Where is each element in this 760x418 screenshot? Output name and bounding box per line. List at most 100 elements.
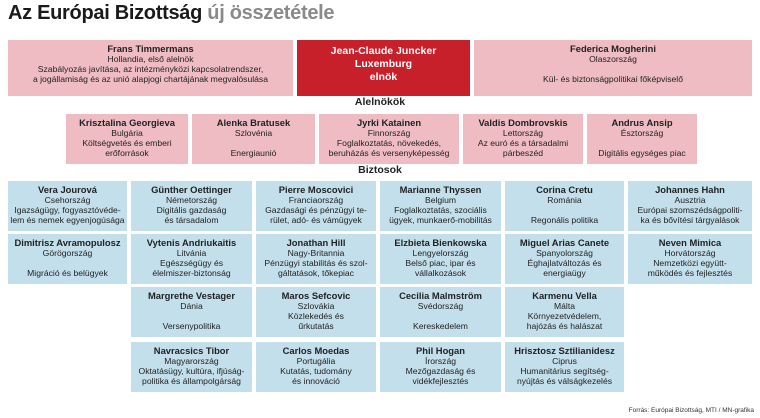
country-label: Szlovákia	[297, 301, 335, 311]
portfolio-line: Közlekedés és	[288, 311, 344, 321]
portfolio-line: Luxemburg	[354, 58, 413, 70]
portfolio-line: Egészségügy és	[159, 258, 224, 268]
portfolio-line: Gazdasági és pénzügyi te-	[265, 205, 367, 215]
country-label: Finnország	[367, 128, 411, 138]
person-name: Jyrki Katainen	[356, 117, 422, 128]
commissioner-box: Günther Oettinger Németország Digitális ga…	[131, 181, 252, 231]
commissioner-box: Navracsics Tibor Magyarország Oktatásügy, …	[131, 342, 252, 392]
country-label: Málta	[553, 301, 575, 311]
portfolio-line: hajózás és halászat	[526, 321, 603, 331]
page-title: Az Európai Bizottság új összetétele	[8, 2, 335, 25]
portfolio-line: Éghajlatváltozás és	[527, 258, 602, 268]
portfolio-line: Belső piac, ipar és	[405, 258, 476, 268]
vp-box: Andrus Ansip Észtország Digitális egységes…	[587, 114, 697, 164]
portfolio-line: Digitális gazdaság	[156, 205, 227, 215]
commissioner-box: Neven Mimica Horvátország Nemzetközi együt…	[628, 234, 752, 284]
person-name: Elzbieta Bienkowska	[394, 237, 487, 248]
person-name: Maros Sefcovic	[281, 290, 351, 301]
box-federica-mogherini: Federica Mogherini Olaszország Kül- és biz…	[474, 40, 752, 96]
person-name: Vytenis Andriukaitis	[146, 237, 237, 248]
portfolio-line: és társadalom	[164, 215, 219, 225]
person-name: Navracsics Tibor	[153, 345, 230, 356]
country-label: Szlovénia	[234, 128, 273, 138]
country-label: Belgium	[424, 195, 457, 205]
portfolio-line: működés és fejlesztés	[647, 268, 733, 278]
country-label: Bulgária	[111, 128, 143, 138]
person-name: Corina Cretu	[536, 184, 593, 195]
country-label: Ciprus	[552, 356, 577, 366]
portfolio-line: energiaügy	[543, 268, 586, 278]
title-sub: új összetétele	[207, 2, 335, 24]
portfolio-line: a jogállamiság és az unió alapjogi chart…	[32, 74, 269, 84]
commissioner-box: Vytenis Andriukaitis Litvánia Egészségügy …	[131, 234, 252, 284]
person-name: Miguel Arias Canete	[519, 237, 610, 248]
commissioner-box: Hrisztosz Sztilianidesz Ciprus Humanitáriu…	[505, 342, 624, 392]
portfolio-line: elnök	[369, 71, 398, 83]
country-label: Franciaország	[288, 195, 344, 205]
commissioner-box: Johannes Hahn Ausztria Európai szomszédság…	[628, 181, 752, 231]
portfolio-line: Pénzügyi stabilitás és szol-	[264, 258, 368, 268]
country-label: Portugália	[296, 356, 336, 366]
commissioner-box: Pierre Moscovici Franciaország Gazdasági é…	[256, 181, 376, 231]
country-label: Svédország	[417, 301, 464, 311]
portfolio-line: Kül- és biztonságpolitikai főképviselő	[543, 74, 683, 84]
commissioner-box: Marianne Thyssen Belgium Foglalkoztatás, s…	[380, 181, 501, 231]
portfolio-line: élelmiszer-biztonság	[152, 268, 231, 278]
portfolio-line: Jean-Claude Juncker	[330, 45, 437, 57]
person-name: Pierre Moscovici	[278, 184, 354, 195]
country-label: Horvátország	[664, 248, 716, 258]
country-label: Olaszország	[589, 54, 637, 64]
person-name: Karmenu Vella	[532, 290, 597, 301]
country-label: Lettország	[502, 128, 544, 138]
person-name: Marianne Thyssen	[399, 184, 482, 195]
person-name: Alenka Bratusek	[216, 117, 291, 128]
portfolio-line: rület, adó- és vámügyek	[270, 215, 362, 225]
commissioner-box: Vera Jourová Csehország Igazságügy, fogyas…	[8, 181, 127, 231]
portfolio-line: Versenypolitika	[162, 321, 221, 331]
commissioner-box: Cecilia Malmström Svédország Kereskedelem	[380, 287, 501, 337]
portfolio-line: és innováció	[292, 376, 340, 386]
portfolio-line: nyújtás és válságkezelés	[516, 376, 613, 386]
portfolio-line: lem és nemek egyenjogúsága	[10, 215, 125, 225]
vp-box: Valdis Dombrovskis Lettország Az euró és a…	[463, 114, 583, 164]
portfolio-line: párbeszéd	[502, 148, 544, 158]
person-name: Federica Mogherini	[570, 43, 656, 54]
commissioner-box: Karmenu Vella Málta Környezetvédelem, hajóz…	[505, 287, 624, 337]
country-label: Hollandia, első alelnök	[107, 54, 194, 64]
person-name: Günther Oettinger	[151, 184, 232, 195]
person-name: Hrisztosz Sztilianidesz	[514, 345, 615, 356]
portfolio-line: Oktatásügy, kultúra, ifjúság-	[138, 366, 245, 376]
portfolio-line: vidékfejlesztés	[412, 376, 469, 386]
commissioner-box: Margrethe Vestager Dánia Versenypolitika	[131, 287, 252, 337]
country-label: Ausztria	[674, 195, 706, 205]
commissioner-box: Jonathan Hill Nagy-Britannia Pénzügyi stab…	[256, 234, 376, 284]
vp-section-label: Alelnökök	[354, 96, 406, 108]
portfolio-line: Környezetvédelem,	[527, 311, 602, 321]
commissioner-box: Maros Sefcovic Szlovákia Közlekedés és űrku…	[256, 287, 376, 337]
portfolio-line: ügyek, munkaerő-mobilitás	[389, 215, 492, 225]
country-label: Spanyolország	[536, 248, 593, 258]
person-name: Margrethe Vestager	[147, 290, 235, 301]
source-note: Forrás: Európai Bizottság, MTI / MN-graf…	[628, 407, 754, 414]
vp-box: Jyrki Katainen Finnország Foglalkoztatás, …	[319, 114, 459, 164]
portfolio-line: Mezőgazdaság és	[405, 366, 476, 376]
portfolio-line: erőforrások	[105, 148, 149, 158]
person-name: Jonathan Hill	[286, 237, 346, 248]
country-label: Észtország	[620, 128, 664, 138]
portfolio-line: Regonális politika	[530, 215, 599, 225]
portfolio-line: űrkutatás	[298, 321, 334, 331]
portfolio-line: Szabályozás javítása, az intézményközi k…	[37, 64, 264, 74]
title-main: Az Európai Bizottság	[8, 2, 203, 24]
person-name: Johannes Hahn	[655, 184, 725, 195]
person-name: Phil Hogan	[416, 345, 465, 356]
portfolio-line: gáltatások, tőkepiac	[278, 268, 354, 278]
commissioner-box: Miguel Arias Canete Spanyolország Éghajlat…	[505, 234, 624, 284]
country-label: Litvánia	[176, 248, 207, 258]
portfolio-line: Kereskedelem	[413, 321, 468, 331]
portfolio-line: beruházás és versenyképesség	[328, 148, 450, 158]
portfolio-line: Költségvetés és emberi	[82, 138, 172, 148]
country-label: Németország	[165, 195, 218, 205]
person-name: Frans Timmermans	[107, 43, 194, 54]
commissioner-box: Corina Cretu Románia Regonális politika	[505, 181, 624, 231]
country-label: Lengyelország	[412, 248, 469, 258]
